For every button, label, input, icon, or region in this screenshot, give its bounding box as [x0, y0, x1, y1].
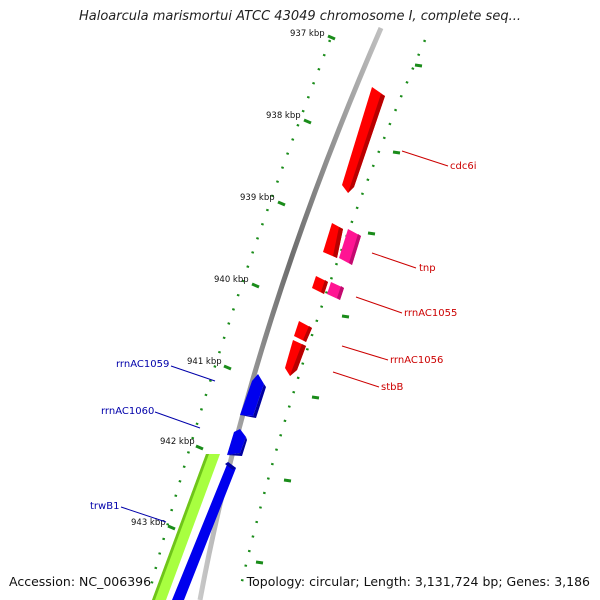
label-rrnAC1060[interactable]: rrnAC1060: [101, 406, 154, 417]
gene-rrnAC1056-shade: [303, 326, 312, 342]
gene-rrnAC1060[interactable]: [227, 429, 246, 455]
tick-label-938: 938 kbp: [266, 111, 301, 121]
label-rrnAC1059[interactable]: rrnAC1059: [116, 359, 169, 370]
gene-rrnAC1055-shade: [337, 286, 344, 300]
gene-tnp-a-shade: [333, 227, 343, 258]
accession-text: Accession: NC_006396: [9, 574, 152, 589]
tick-label-941: 941 kbp: [187, 357, 222, 367]
gene-cdc6i[interactable]: [342, 87, 385, 193]
trwB1-rna-feature-shade: [152, 454, 209, 600]
forward-leader-lines: [332, 150, 449, 388]
tick-label-942: 942 kbp: [160, 437, 195, 447]
label-trwB1[interactable]: trwB1: [90, 501, 119, 512]
chromosome-backbone: [197, 27, 384, 600]
gene-rrnAC1059[interactable]: [240, 374, 264, 416]
tick-label-940: 940 kbp: [214, 275, 249, 285]
gene-trwB1-shade: [225, 462, 236, 470]
map-title: Haloarcula marismortui ATCC 43049 chromo…: [79, 9, 521, 24]
outer-dash-ring: [238, 39, 427, 591]
gene-trwB1[interactable]: [172, 462, 236, 600]
tick-label-943: 943 kbp: [131, 518, 166, 528]
gene-rrnAC1055-a-shade: [321, 280, 328, 294]
tick-label-939: 939 kbp: [240, 193, 275, 203]
gene-rrnAC1060-shade: [227, 437, 247, 456]
gene-rrnAC1059-shade: [240, 384, 266, 418]
outer-major-ticks: [255, 63, 423, 565]
label-cdc6i[interactable]: cdc6i: [450, 161, 476, 172]
gene-stbB-shade: [290, 344, 306, 376]
label-tnp[interactable]: tnp: [419, 263, 436, 274]
gene-tnp-shade: [349, 234, 361, 265]
gene-tnp[interactable]: [339, 229, 361, 265]
inner-dash-ring: [148, 39, 332, 591]
reverse-leader-lines: [120, 365, 216, 523]
trwB1-rna-feature[interactable]: [152, 454, 220, 600]
gene-cdc6i-shade: [348, 94, 385, 193]
label-stbB[interactable]: stbB: [381, 382, 403, 393]
label-rrnAC1055[interactable]: rrnAC1055: [404, 308, 457, 319]
topology-text: Topology: circular; Length: 3,131,724 bp…: [246, 574, 590, 589]
label-rrnAC1056[interactable]: rrnAC1056: [390, 355, 443, 366]
tick-label-937: 937 kbp: [290, 29, 325, 39]
inner-major-ticks: [167, 34, 336, 531]
